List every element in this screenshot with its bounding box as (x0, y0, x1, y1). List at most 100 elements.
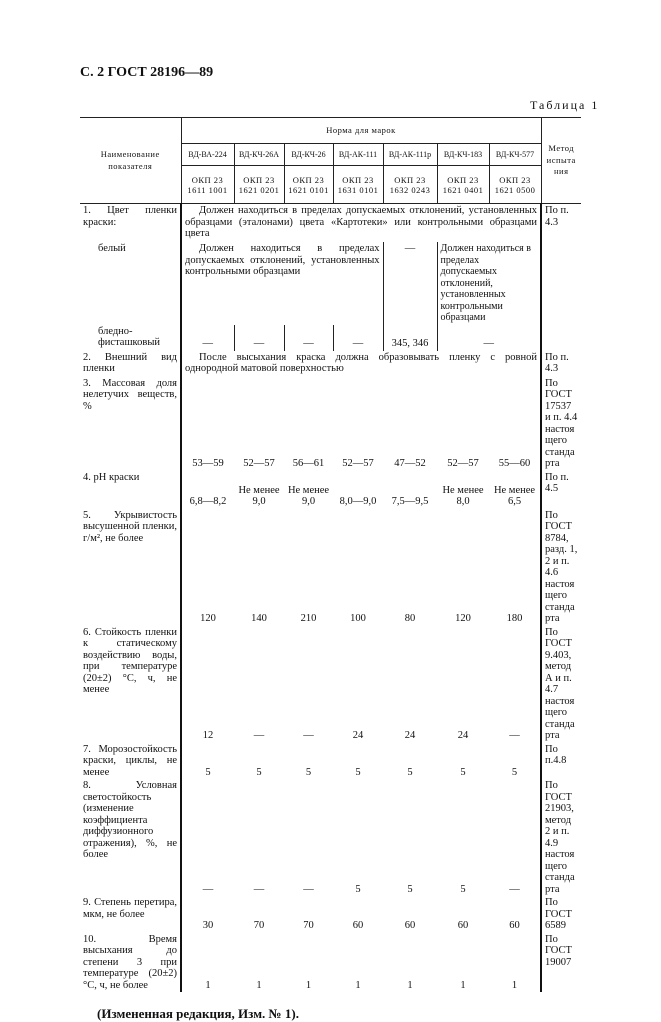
table-label: Таблица 1 (530, 98, 600, 112)
row-value: 70 (253, 920, 265, 931)
row-value: 56—61 (292, 458, 325, 469)
row-text: После высыхания краска должна образовыва… (180, 350, 542, 377)
row-value: 70 (303, 920, 314, 931)
row-method: По ГОСТ 9.403, метод А и п. 4.7 настояще… (545, 626, 575, 742)
row-text: Должен находиться в пределах допускаемых… (180, 242, 383, 325)
row-value: 5 (460, 883, 466, 895)
row-value: 52—57 (342, 458, 374, 469)
row-value: 30 (180, 896, 234, 933)
row-value: 1 (489, 932, 542, 992)
row-label: 10. Время высыхания до степени 3 при тем… (83, 933, 177, 991)
row-value: 12 (180, 625, 234, 743)
grade-header: ВД-КЧ-577 (488, 143, 542, 166)
row-value: Не менее 9,0 (238, 484, 280, 508)
row-value: 210 (300, 613, 317, 624)
table-row: 2. Внешний вид пленки После высыхания кра… (80, 350, 581, 377)
row-value: 5 (355, 766, 361, 778)
row-method: По п. 4.5 (545, 471, 569, 495)
row-value: 8,0—9,0 (339, 496, 377, 507)
row-label: 6. Стойкость пленки к статическому возде… (83, 626, 177, 696)
row-value: Не менее 8,0 (442, 484, 484, 508)
row-value: 5 (489, 742, 542, 779)
row-value: 5 (305, 766, 312, 778)
row-value: — (303, 730, 314, 741)
grade-header: ВД-АК-111р (382, 143, 438, 166)
col-norm-header: Норма для марок (180, 117, 542, 144)
table-row: 3. Массовая доля нелетучих веществ, % 53—… (80, 376, 581, 471)
row-method: По п. 4.3 (545, 205, 569, 228)
okp-code: ОКП 23 1621 0401 (436, 165, 490, 204)
row-value: 60 (457, 920, 469, 931)
row-label: бледно-фисташковый (98, 325, 160, 349)
row-value: 140 (251, 613, 267, 624)
row-label: 3. Массовая доля нелетучих веществ, % (83, 377, 177, 412)
table-row: 4. pH краски 6,8—8,2 Не менее 9,0 Не менее … (80, 470, 581, 509)
row-method: По ГОСТ 21903, метод 2 и п. 4.9 настояще… (545, 780, 575, 895)
okp-code: ОКП 23 1632 0243 (382, 165, 438, 204)
row-text: Должен находиться в пределах допускаемых… (180, 203, 542, 242)
row-value: 6,8—8,2 (180, 470, 234, 509)
row-value: — (489, 779, 542, 896)
row-value: Не менее 6,5 (489, 470, 542, 509)
table-row: 5. Укрывистость высушенной пленки, г/м²,… (80, 508, 581, 626)
okp-code: ОКП 23 1621 0101 (283, 165, 334, 204)
page-header: С. 2 ГОСТ 28196—89 (80, 65, 214, 80)
row-label: белый (98, 243, 126, 254)
table-row: 7. Морозостойкость краски, циклы, не мен… (80, 742, 581, 779)
table-and-footer: Наименование показателя Норма для марок … (80, 117, 581, 1022)
row-value: 345, 346 (382, 324, 437, 351)
table-row: 1. Цвет пленки краски: Должен находиться … (80, 203, 581, 242)
row-value: 1 (305, 979, 312, 991)
row-method: По п. 4.3 (545, 351, 569, 375)
row-method: По ГОСТ 17537 и п. 4.4 настоящего станда… (545, 377, 578, 470)
row-value: 52—57 (447, 458, 479, 469)
row-label: 7. Морозостойкость краски, циклы, не мен… (83, 743, 177, 778)
grade-header: ВД-КЧ-26 (283, 143, 334, 166)
row-value: — (253, 883, 265, 895)
row-value: 120 (455, 613, 471, 624)
row-value: 1 (256, 979, 262, 991)
row-value: 47—52 (394, 458, 426, 469)
row-value: — (253, 730, 265, 741)
row-value: 120 (180, 508, 234, 626)
table-row: бледно-фисташковый — — — —345, 346— (80, 324, 581, 351)
grade-header: ВД-ВА-224 (180, 143, 235, 166)
row-label: 2. Внешний вид пленки (83, 351, 177, 375)
row-value: — (489, 625, 542, 743)
okp-code: ОКП 23 1631 0101 (332, 165, 384, 204)
row-value: 1 (355, 979, 361, 991)
row-value: 5 (407, 883, 413, 895)
row-value: 24 (457, 730, 469, 741)
okp-code: ОКП 23 1621 0500 (488, 165, 542, 204)
grade-header: ВД-КЧ-183 (436, 143, 490, 166)
okp-code: ОКП 23 1611 1001 (180, 165, 235, 204)
row-label: 9. Степень перетира, мкм, не более (83, 897, 177, 920)
document-page: С. 2 ГОСТ 28196—89 Таблица 1 Наименовани… (80, 65, 600, 1021)
row-value: — (180, 324, 234, 351)
row-value: 5 (180, 742, 234, 779)
row-value: 100 (350, 613, 366, 624)
table-row: 10. Время высыхания до степени 3 при тем… (80, 932, 581, 992)
row-label: 5. Укрывистость высушенной пленки, г/м²,… (83, 509, 177, 544)
row-value: 5 (355, 883, 361, 895)
row-value: 24 (352, 730, 364, 741)
row-value: 180 (489, 508, 542, 626)
row-value: 7,5—9,5 (391, 496, 429, 507)
row-value: 5 (407, 766, 413, 778)
table-row: 9. Степень перетира, мкм, не более 30 70 70… (80, 896, 581, 933)
row-value: 5 (460, 766, 466, 778)
row-label: 1. Цвет пленки краски: (83, 205, 177, 228)
row-value: 53—59 (180, 376, 234, 471)
row-text: Должен находиться в пределах допускаемых… (436, 242, 542, 325)
row-value: 60 (404, 920, 416, 931)
row-value: — (382, 242, 437, 325)
row-label: 4. pH краски (83, 471, 140, 483)
row-method: По ГОСТ 19007 (545, 933, 572, 968)
col-method-header: Метод испытания (540, 117, 581, 204)
row-value: — (233, 324, 284, 351)
row-value: — (283, 324, 333, 351)
row-value: — (180, 779, 234, 896)
row-value: 60 (352, 920, 364, 931)
row-value: Не менее 9,0 (287, 484, 330, 508)
row-method: По ГОСТ 6589 (545, 897, 572, 931)
